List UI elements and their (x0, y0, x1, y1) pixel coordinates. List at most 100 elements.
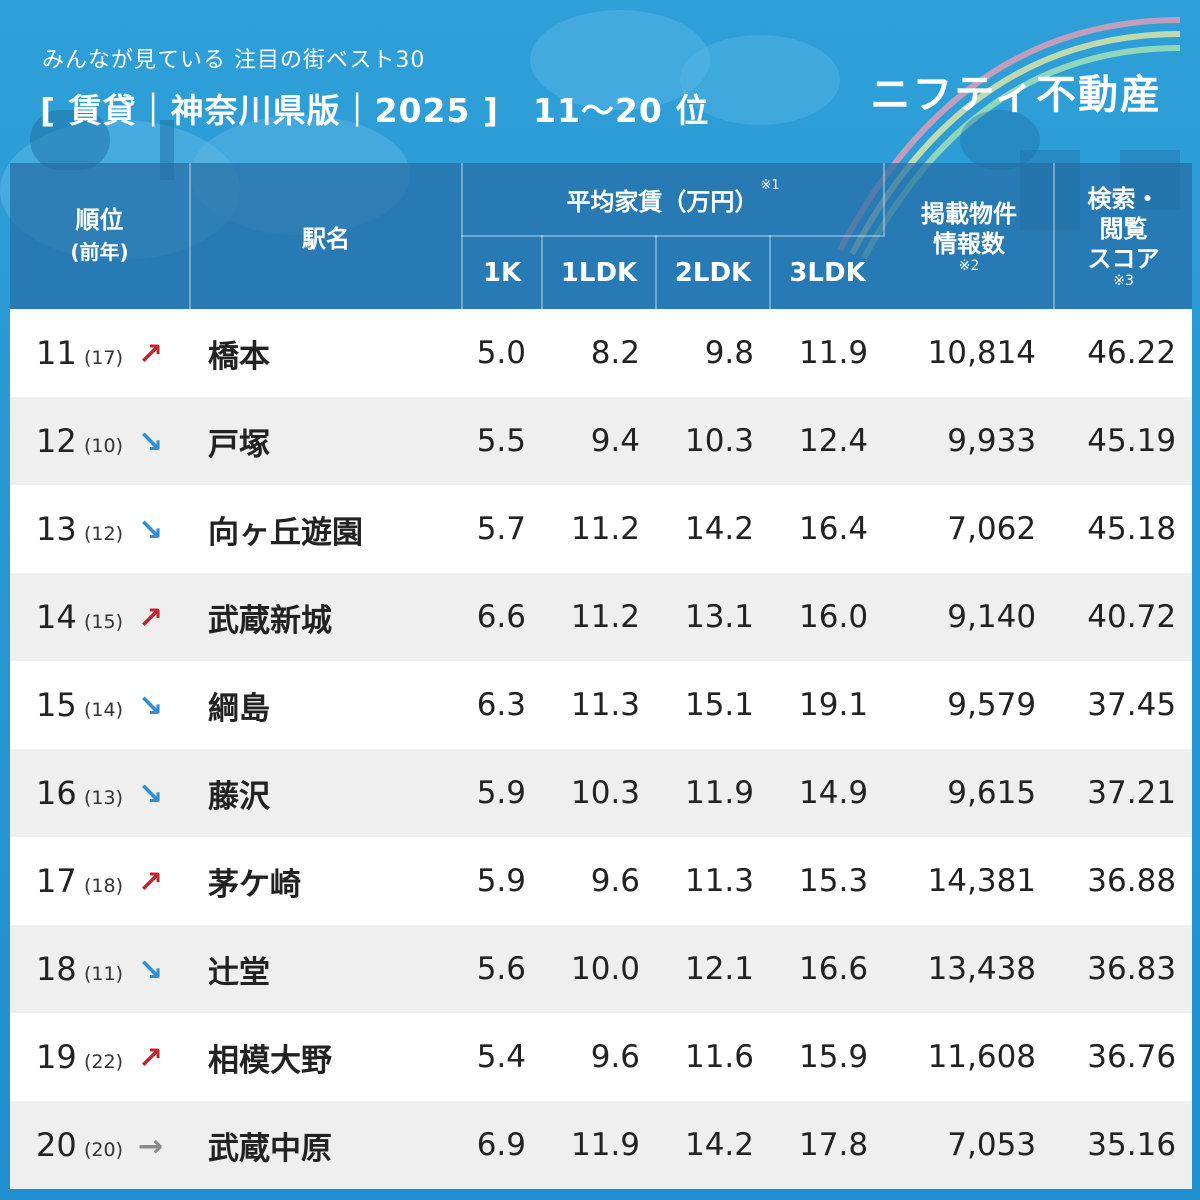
table-row: 12 (10) ↘ 戸塚 5.5 9.4 10.3 12.4 9,933 45.19 (10, 397, 1193, 485)
listing-count: 9,140 (884, 573, 1055, 661)
search-score: 37.45 (1054, 661, 1193, 749)
trend-down-arrow-icon: ↘ (138, 425, 164, 460)
table-row: 14 (15) ↗ 武蔵新城 6.6 11.2 13.1 16.0 9,140 40… (10, 573, 1193, 661)
table-row: 19 (22) ↗ 相模大野 5.4 9.6 11.6 15.9 11,608 36… (10, 1013, 1193, 1101)
prev-rank: (20) (84, 1139, 124, 1161)
station-name: 武蔵中原 (190, 1101, 462, 1189)
listing-count: 13,438 (884, 925, 1055, 1013)
rent-3ldk: 16.6 (770, 925, 885, 1013)
rank-number: 15 (36, 686, 77, 724)
ranking-body: 11 (17) ↗ 橋本 5.0 8.2 9.8 11.9 10,814 46.22… (10, 309, 1193, 1189)
rent-1k: 6.3 (462, 661, 542, 749)
header-listings-line2: 情報数 (933, 230, 1006, 258)
rent-1k: 5.4 (462, 1013, 542, 1101)
rank-number: 16 (36, 774, 77, 812)
rent-1k: 5.9 (462, 837, 542, 925)
station-name: 向ヶ丘遊園 (190, 485, 462, 573)
rent-2ldk: 9.8 (656, 309, 770, 397)
rent-3ldk: 15.3 (770, 837, 885, 925)
trend-same-arrow-icon: → (138, 1129, 164, 1164)
trend-down-arrow-icon: ↘ (138, 513, 164, 548)
rent-1ldk: 11.2 (542, 573, 656, 661)
rent-1k: 5.0 (462, 309, 542, 397)
page-title: [ 賃貸｜神奈川県版｜2025 ] 11〜20 位 (40, 91, 710, 130)
trend-up-arrow-icon: ↗ (138, 337, 164, 372)
rent-1ldk: 8.2 (542, 309, 656, 397)
prev-rank: (12) (84, 523, 124, 545)
header-1k: 1K (462, 235, 543, 309)
trend-down-arrow-icon: ↘ (138, 953, 164, 988)
listing-count: 9,615 (884, 749, 1055, 837)
rent-3ldk: 19.1 (770, 661, 885, 749)
rent-2ldk: 11.9 (656, 749, 770, 837)
header-rank-label: 順位 (75, 206, 124, 234)
header-score-line1: 検索・ (1087, 185, 1160, 213)
header-rent-note: ※1 (760, 177, 780, 193)
listing-count: 7,062 (884, 485, 1055, 573)
trend-up-arrow-icon: ↗ (138, 865, 164, 900)
header-score-note: ※3 (1113, 273, 1134, 289)
rent-3ldk: 12.4 (770, 397, 885, 485)
rent-2ldk: 11.3 (656, 837, 770, 925)
prev-rank: (15) (84, 611, 124, 633)
rank-cell: 13 (12) ↘ (10, 485, 190, 573)
rent-1ldk: 10.3 (542, 749, 656, 837)
rank-number: 11 (36, 334, 77, 372)
rent-3ldk: 15.9 (770, 1013, 885, 1101)
rank-cell: 12 (10) ↘ (10, 397, 190, 485)
station-name: 武蔵新城 (190, 573, 462, 661)
rent-1ldk: 10.0 (542, 925, 656, 1013)
trend-up-arrow-icon: ↗ (138, 601, 164, 636)
rank-cell: 16 (13) ↘ (10, 749, 190, 837)
header-rank: 順位 (前年) (10, 163, 191, 309)
rent-2ldk: 10.3 (656, 397, 770, 485)
rent-1ldk: 11.2 (542, 485, 656, 573)
listing-count: 9,579 (884, 661, 1055, 749)
rent-2ldk: 13.1 (656, 573, 770, 661)
table-row: 13 (12) ↘ 向ヶ丘遊園 5.7 11.2 14.2 16.4 7,062 4… (10, 485, 1193, 573)
header-score-line3: スコア (1087, 245, 1160, 273)
rank-number: 18 (36, 950, 77, 988)
search-score: 35.16 (1054, 1101, 1193, 1189)
trend-down-arrow-icon: ↘ (138, 777, 164, 812)
header-station: 駅名 (190, 163, 463, 309)
station-name: 橋本 (190, 309, 462, 397)
search-score: 36.83 (1054, 925, 1193, 1013)
station-name: 戸塚 (190, 397, 462, 485)
rent-1ldk: 11.9 (542, 1101, 656, 1189)
rank-number: 17 (36, 862, 77, 900)
header-1ldk: 1LDK (542, 235, 657, 309)
rank-cell: 19 (22) ↗ (10, 1013, 190, 1101)
rent-1ldk: 9.6 (542, 837, 656, 925)
rent-1ldk: 9.4 (542, 397, 656, 485)
subtitle: みんなが見ている 注目の街ベスト30 (42, 48, 426, 73)
brand-logo: ニフティ不動産 (870, 72, 1162, 118)
rent-2ldk: 12.1 (656, 925, 770, 1013)
rent-1ldk: 11.3 (542, 661, 656, 749)
header-rent-label: 平均家賃（万円） (566, 187, 759, 216)
rent-1k: 5.7 (462, 485, 542, 573)
station-name: 綱島 (190, 661, 462, 749)
search-score: 40.72 (1054, 573, 1193, 661)
header-2ldk: 2LDK (656, 235, 771, 309)
rank-cell: 17 (18) ↗ (10, 837, 190, 925)
header-score-line2: 閲覧 (1099, 215, 1148, 243)
prev-rank: (17) (84, 347, 124, 369)
table-row: 16 (13) ↘ 藤沢 5.9 10.3 11.9 14.9 9,615 37.2… (10, 749, 1193, 837)
header-score: 検索・ 閲覧 スコア ※3 (1054, 163, 1193, 309)
rank-cell: 14 (15) ↗ (10, 573, 190, 661)
rent-1k: 5.6 (462, 925, 542, 1013)
header-3ldk: 3LDK (770, 235, 885, 309)
rank-number: 12 (36, 422, 77, 460)
header-listings-note: ※2 (958, 258, 980, 274)
prev-rank: (13) (84, 787, 124, 809)
trend-up-arrow-icon: ↗ (138, 1041, 164, 1076)
rank-number: 20 (36, 1126, 77, 1164)
prev-rank: (18) (84, 875, 124, 897)
rent-3ldk: 16.4 (770, 485, 885, 573)
rent-3ldk: 17.8 (770, 1101, 885, 1189)
rent-2ldk: 14.2 (656, 485, 770, 573)
station-name: 茅ケ崎 (190, 837, 462, 925)
trend-down-arrow-icon: ↘ (138, 689, 164, 724)
